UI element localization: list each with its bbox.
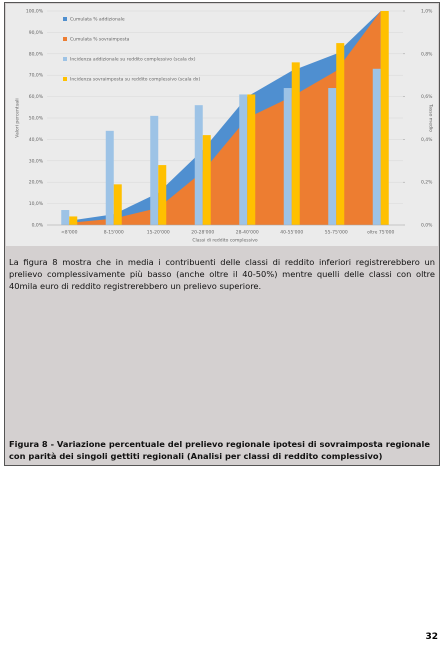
y-tick-label: 60,0% — [29, 94, 44, 100]
x-axis-label: Classi di reddito complessivo — [192, 238, 258, 244]
bar — [283, 88, 292, 225]
y2-axis-label: Tasso medio — [428, 103, 434, 132]
legend-swatch — [63, 37, 67, 41]
area — [69, 11, 381, 225]
caption: Figura 8 - Variazione percentuale del pr… — [9, 439, 430, 461]
chart: 0,0% 10,0% 20,0% 30,0% 40,0% 50,0% 60,0% 70,0% 8… — [6, 4, 438, 246]
y2-tick-label: 0,8% — [421, 51, 433, 57]
y2-tick-label: 0,0% — [421, 223, 433, 229]
bar — [202, 135, 211, 225]
y-tick-label: 40,0% — [29, 137, 44, 143]
legend-label: Incidenza addizionale su reddito comples… — [70, 57, 196, 63]
y-axis-label: Valori percentuali — [15, 98, 21, 137]
bar — [150, 115, 159, 225]
y-tick-label: 0,0% — [32, 223, 44, 229]
x-tick-label: oltre 75'000 — [367, 230, 394, 236]
y2-tick-label: 0,6% — [421, 94, 433, 100]
y2-tick-label: 1,0% — [421, 9, 433, 15]
legend-label: Incidenza sovraimposta su reddito comple… — [70, 77, 200, 83]
y-tick-label: 30,0% — [29, 158, 44, 164]
legend-label: Cumulata % addizionale — [70, 17, 125, 23]
x-tick-label: 40-55'000 — [280, 230, 303, 236]
bar — [247, 94, 256, 226]
bar — [336, 43, 345, 225]
bar — [239, 94, 248, 226]
x-tick-label: 55-75'000 — [325, 230, 348, 236]
y-tick-label: 80,0% — [29, 51, 44, 57]
y-tick-label: 90,0% — [29, 30, 44, 36]
legend-swatch — [63, 57, 67, 61]
bar — [113, 184, 122, 225]
bar — [380, 11, 389, 225]
page-number: 32 — [425, 632, 438, 642]
figure-box: 0,0% 10,0% 20,0% 30,0% 40,0% 50,0% 60,0% 70,0% 8… — [4, 2, 440, 466]
body-text: La figura 8 mostra che in media i contri… — [9, 257, 435, 291]
bar — [105, 130, 114, 225]
y-tick-label: 50,0% — [29, 116, 44, 122]
bar — [372, 68, 381, 225]
bar — [194, 105, 203, 225]
legend-swatch — [63, 17, 67, 21]
x-tick-label: 15-20'000 — [147, 230, 170, 236]
bar — [291, 62, 300, 225]
y-tick-label: 20,0% — [29, 180, 44, 186]
bar — [158, 165, 167, 225]
x-tick-label: 28-40'000 — [236, 230, 259, 236]
x-tick-label: 8-15'000 — [104, 230, 124, 236]
bar — [61, 210, 70, 225]
y2-tick-label: 0,2% — [421, 180, 433, 186]
legend-label: Cumulata % sovraimposta — [70, 37, 130, 43]
x-tick-label: 20-28'000 — [191, 230, 214, 236]
x-tick-label: <8'000 — [61, 230, 78, 236]
y2-tick-label: 0,4% — [421, 137, 433, 143]
legend-swatch — [63, 77, 67, 81]
y-tick-label: 10,0% — [29, 201, 44, 207]
y-tick-label: 100,0% — [26, 9, 44, 15]
y-tick-label: 70,0% — [29, 73, 44, 79]
bar — [69, 216, 78, 225]
bar — [328, 88, 337, 225]
